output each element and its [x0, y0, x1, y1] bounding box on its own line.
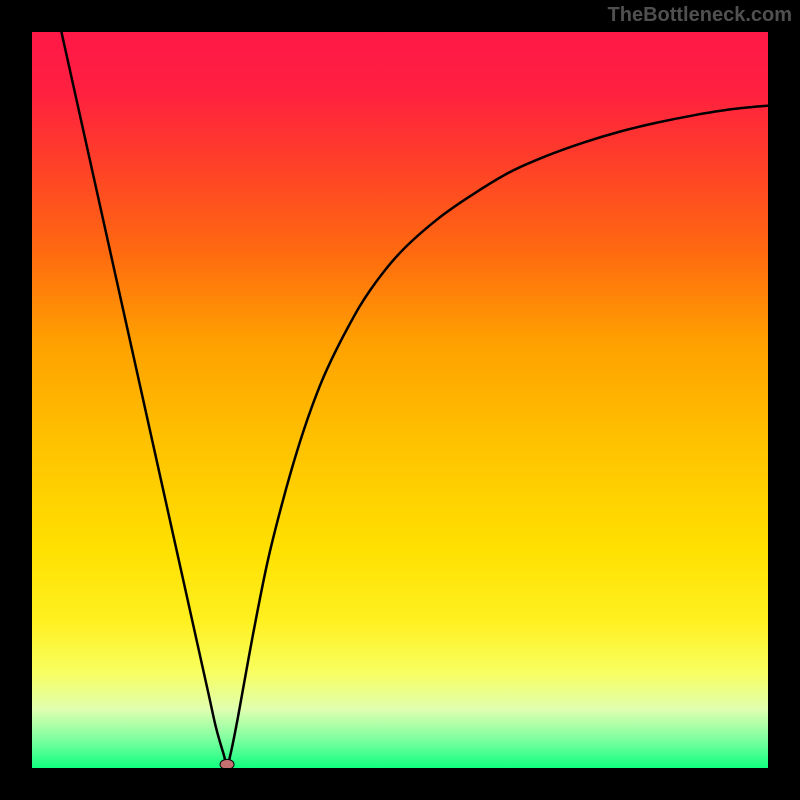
watermark-text: TheBottleneck.com: [608, 4, 792, 27]
chart-plot-area: [32, 32, 768, 768]
minimum-marker: [220, 759, 234, 768]
chart-container: TheBottleneck.com: [0, 0, 800, 800]
bottleneck-curve: [32, 32, 768, 768]
